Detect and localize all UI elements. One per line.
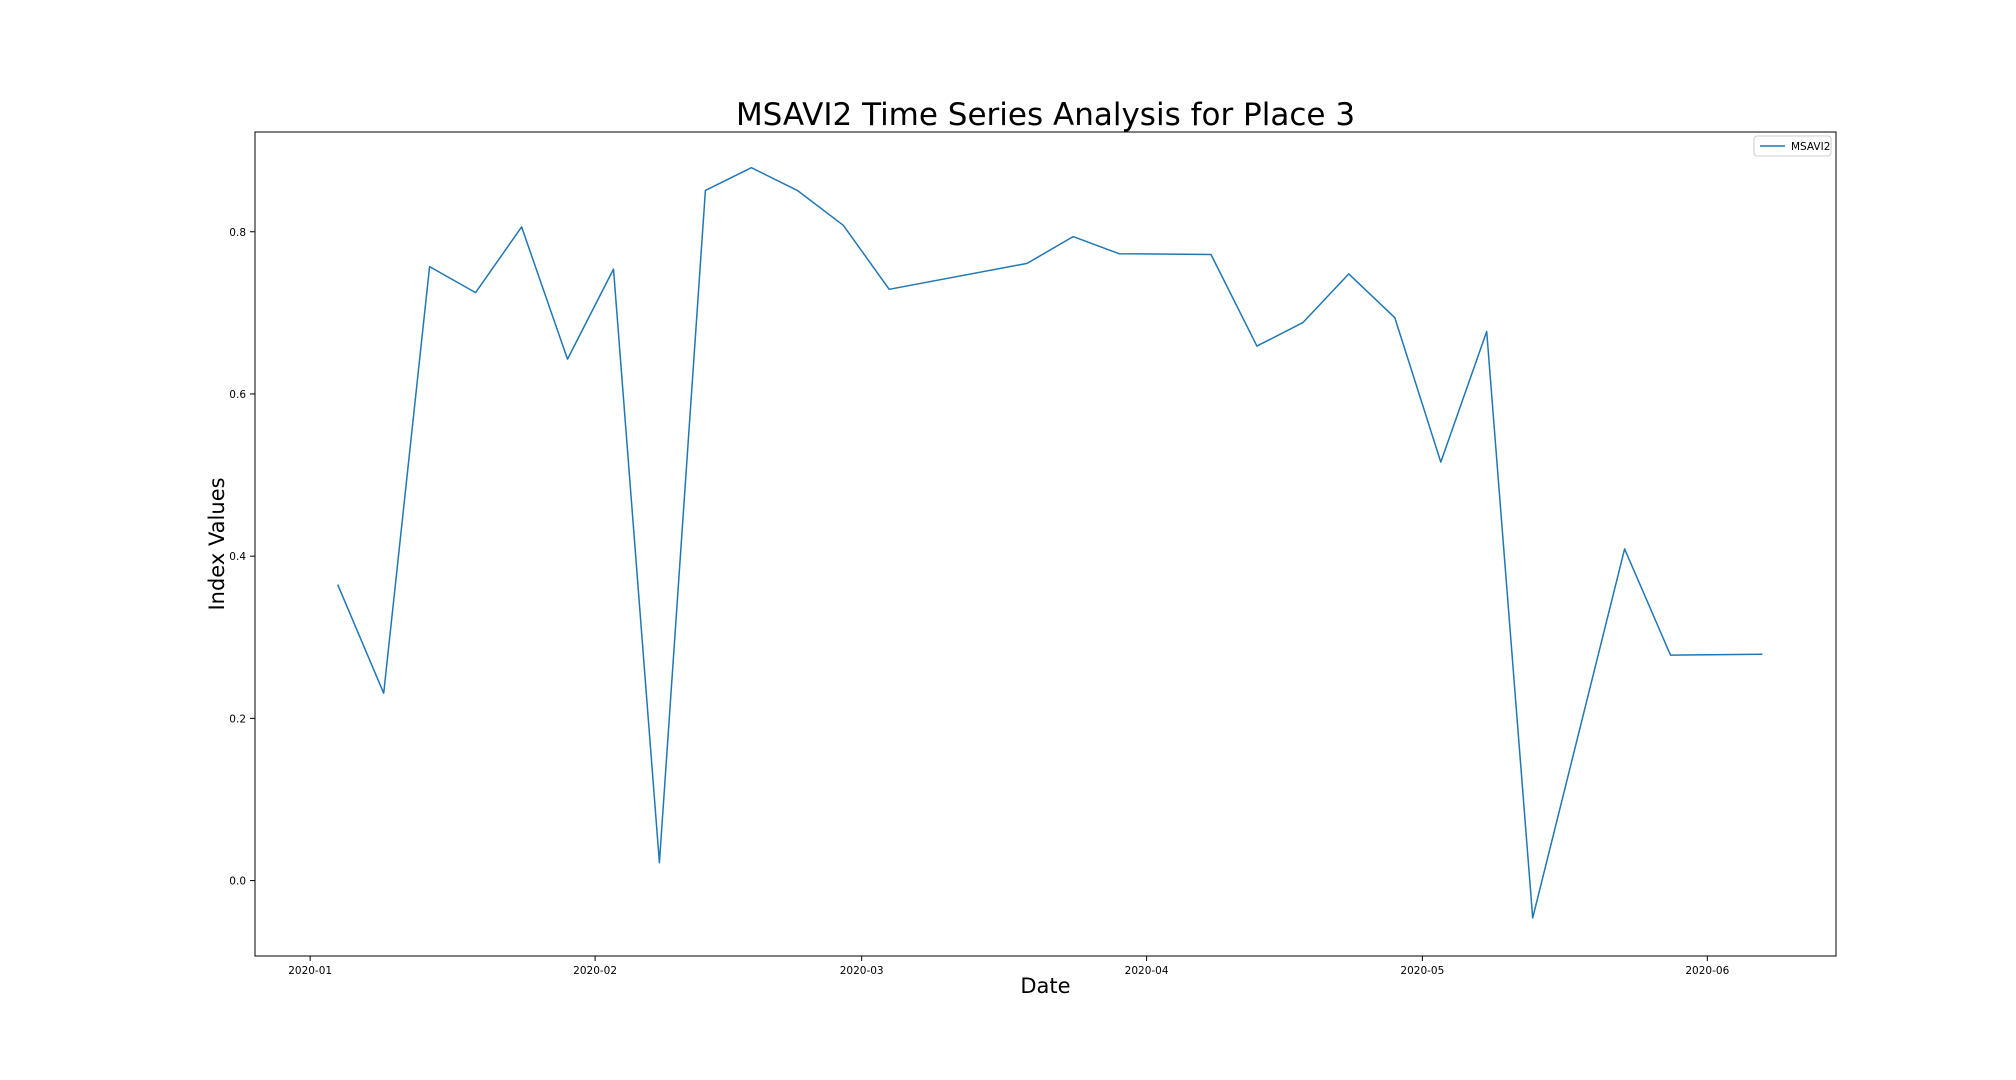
x-tick-label: 2020-02	[573, 965, 617, 977]
data-point	[520, 225, 523, 228]
legend-box	[1753, 135, 1832, 157]
data-point	[1301, 321, 1304, 324]
y-tick-label: 0.0	[229, 876, 246, 888]
data-point	[750, 166, 753, 169]
data-point	[1026, 262, 1029, 265]
data-point	[796, 189, 799, 192]
y-tick-label: 0.2	[229, 713, 246, 725]
x-axis-label: Date	[1020, 974, 1070, 998]
series-line-msavi2	[337, 166, 1763, 919]
data-point	[888, 288, 891, 291]
data-point	[1531, 916, 1534, 919]
x-tick-label: 2020-06	[1685, 965, 1729, 977]
legend-label-msavi2: MSAVI2	[1791, 141, 1830, 153]
data-point	[612, 268, 615, 271]
data-point	[428, 265, 431, 268]
data-point	[1347, 272, 1350, 275]
data-point	[566, 358, 569, 361]
data-point	[382, 692, 385, 695]
chart-title: MSAVI2 Time Series Analysis for Place 3	[736, 97, 1355, 133]
plot-area	[254, 131, 1837, 957]
data-point	[704, 189, 707, 192]
x-tick-label: 2020-03	[840, 965, 884, 977]
data-point	[842, 224, 845, 227]
data-point	[1669, 654, 1672, 657]
x-tick-label: 2020-05	[1400, 965, 1444, 977]
y-axis: 0.0 0.2 0.4 0.6 0.8	[229, 227, 255, 888]
data-point	[1761, 653, 1764, 656]
data-point	[1393, 316, 1396, 319]
legend: MSAVI2	[1753, 135, 1832, 157]
y-axis-label: Index Values	[205, 477, 229, 610]
data-point	[1255, 345, 1258, 348]
y-tick-label: 0.4	[229, 551, 246, 563]
x-tick-label: 2020-01	[288, 965, 332, 977]
data-point	[1209, 253, 1212, 256]
data-point	[336, 583, 339, 586]
x-tick-label: 2020-04	[1125, 965, 1169, 977]
y-tick-label: 0.8	[229, 227, 246, 239]
data-point	[1623, 547, 1626, 550]
data-point	[1118, 252, 1121, 255]
data-point	[658, 861, 661, 864]
data-point	[1485, 330, 1488, 333]
y-tick-label: 0.6	[229, 389, 246, 401]
data-point	[1439, 461, 1442, 464]
data-point	[1072, 235, 1075, 238]
series-points	[336, 166, 1764, 919]
data-point	[474, 291, 477, 294]
x-axis: 2020-01 2020-02 2020-03 2020-04 2020-05 2020-…	[288, 956, 1730, 977]
